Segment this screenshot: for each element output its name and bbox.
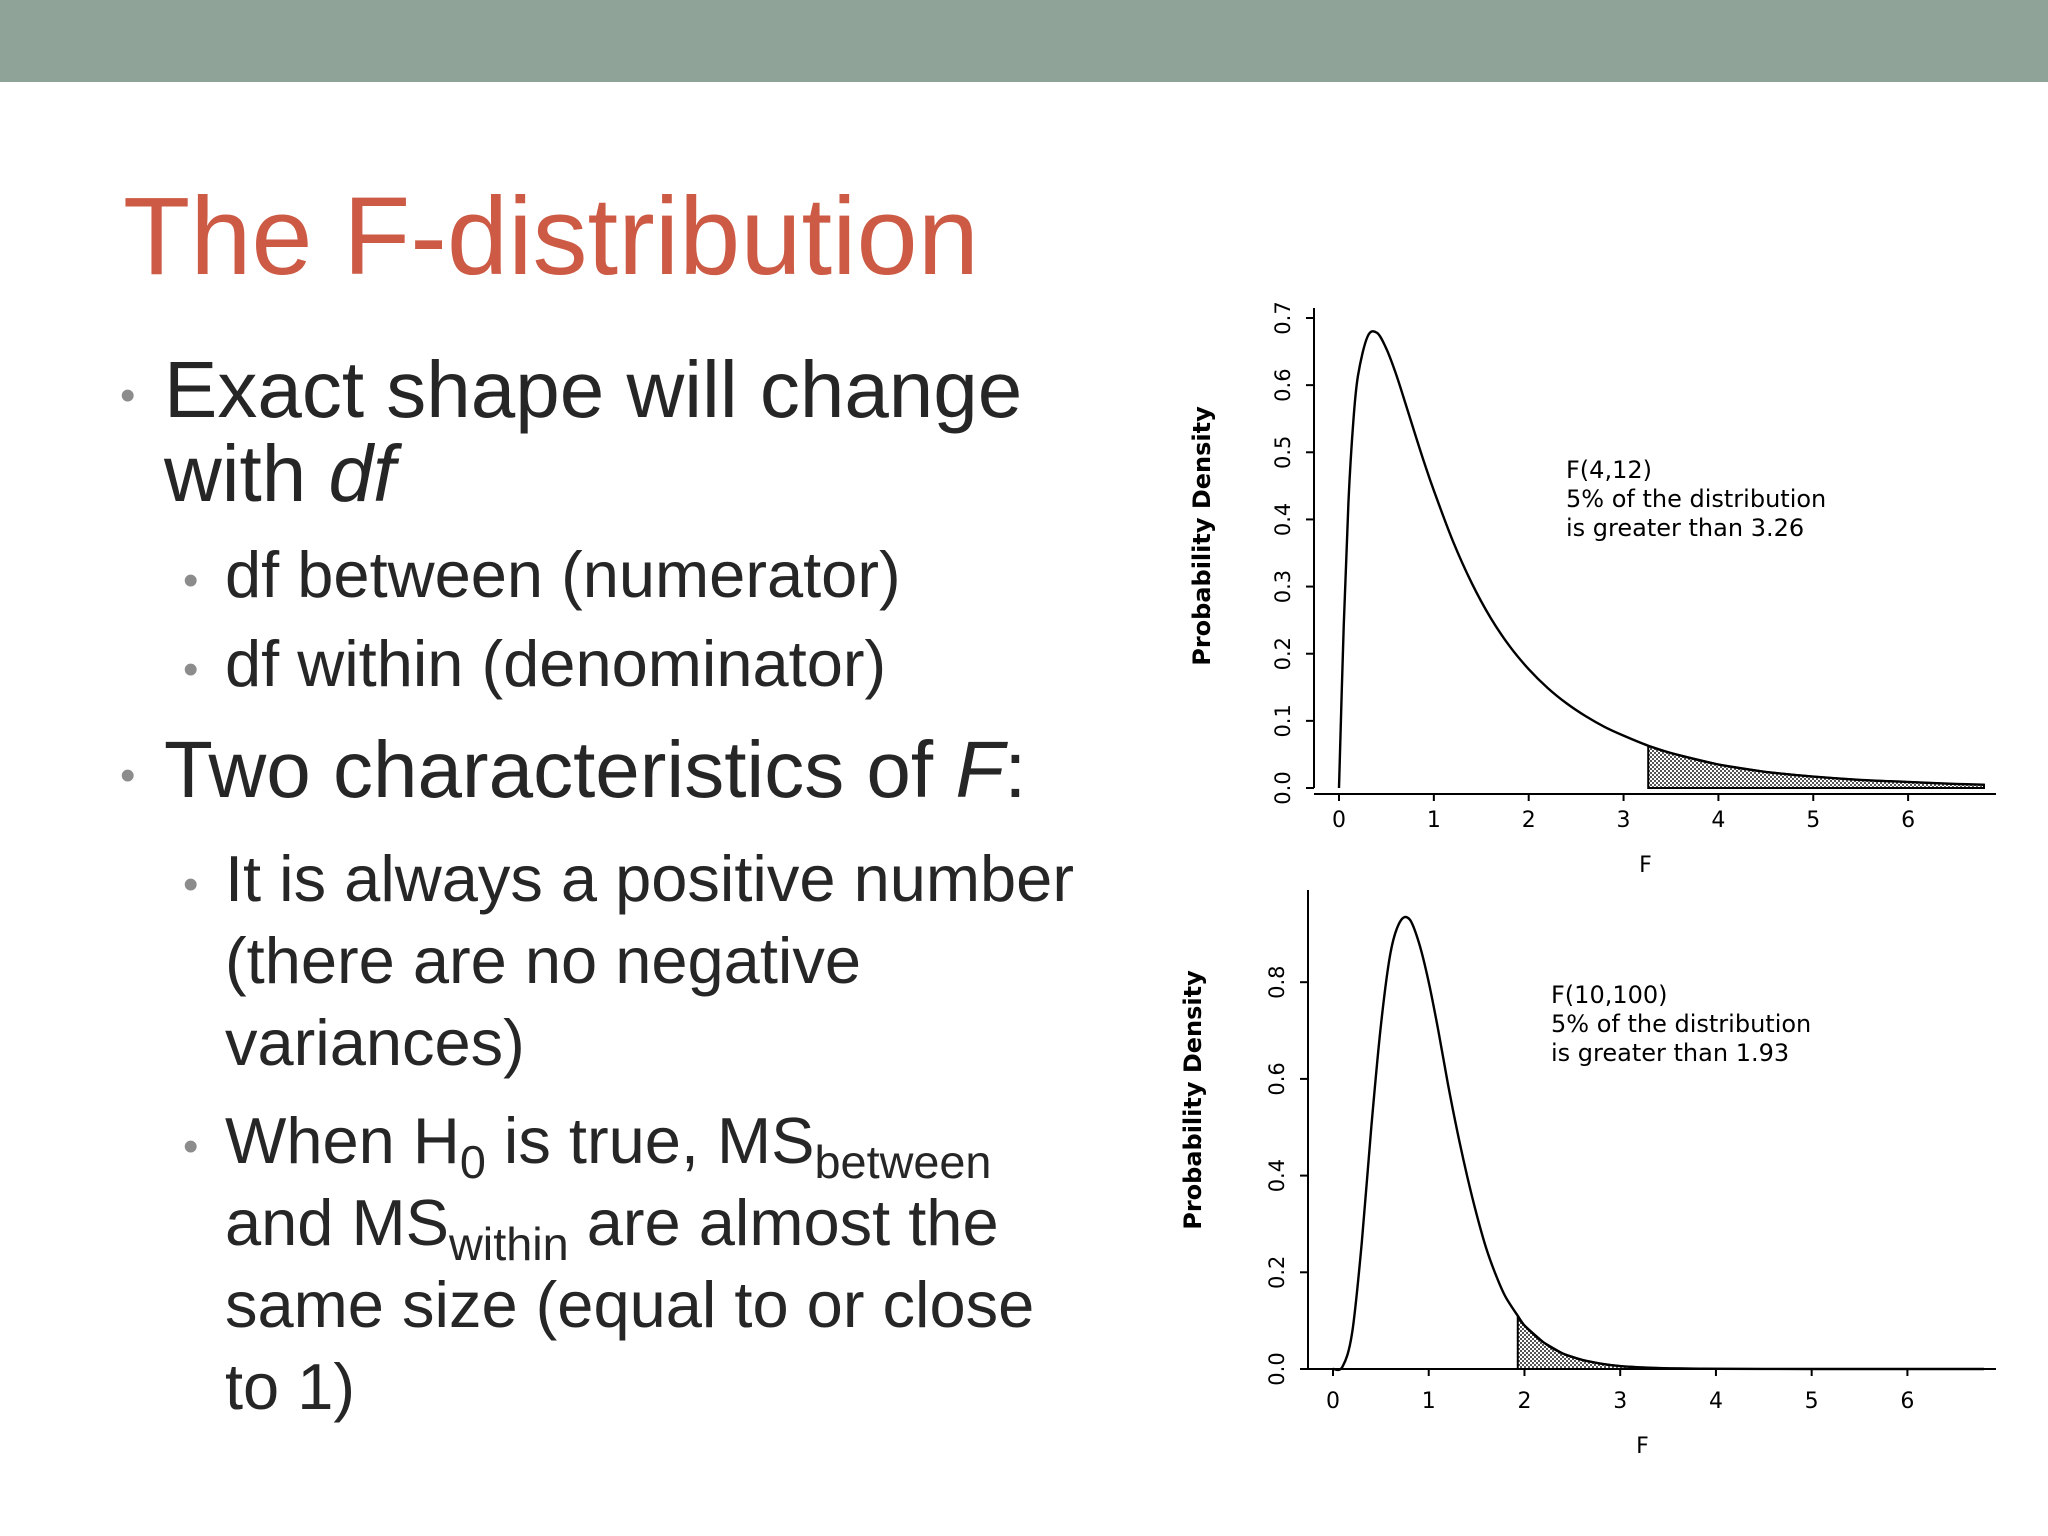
x-tick-label: 4 [1709, 1389, 1723, 1414]
x-tick-label: 1 [1427, 808, 1441, 833]
y-tick-label: 0.5 [1271, 436, 1295, 469]
x-tick-label: 0 [1326, 1389, 1340, 1414]
y-tick-label: 0.2 [1271, 637, 1295, 670]
bullet-shape-changes: • Exact shape will change with df [120, 345, 1023, 518]
bullet-df-between: • df between (numerator) [183, 534, 1095, 616]
top-band [0, 0, 2048, 82]
y-tick-label: 0.4 [1265, 1159, 1289, 1192]
x-tick-label: 3 [1617, 808, 1631, 833]
x-tick-label: 6 [1900, 1389, 1914, 1414]
x-tick-label: 3 [1613, 1389, 1627, 1414]
annotation-line: 5% of the distribution [1551, 1010, 1811, 1038]
y-axis-label: Probability Density [1188, 406, 1216, 666]
bullet-two-characteristics: • Two characteristics of F: [120, 728, 1094, 812]
bullet-dot: • [120, 371, 136, 420]
y-tick-label: 0.0 [1265, 1352, 1289, 1385]
y-tick-label: 0.7 [1271, 301, 1295, 334]
x-tick-label: 2 [1517, 1389, 1531, 1414]
bullet-dot: • [120, 751, 136, 800]
y-tick-label: 0.0 [1271, 771, 1295, 804]
annotation-line: F(10,100) [1551, 981, 1668, 1009]
chart-f-4-12: 0 1 2 3 4 5 6 0.0 0.1 0.2 0.3 0.4 0.5 0.6 0.7 F Probabil… [1188, 301, 1996, 878]
f-distribution-charts: 0 1 2 3 4 5 6 0.0 0.1 0.2 0.3 0.4 0.5 0.6 0.7 F Probabil… [1179, 301, 1996, 1459]
bullet-always-positive: • It is always a positive number (there a… [183, 842, 1074, 1079]
x-tick-label: 5 [1806, 808, 1820, 833]
x-axis-label: F [1639, 853, 1652, 878]
critical-region [1647, 744, 1985, 789]
x-tick-label: 1 [1422, 1389, 1436, 1414]
y-tick-label: 0.6 [1271, 368, 1295, 401]
x-tick-label: 2 [1522, 808, 1536, 833]
x-tick-label: 5 [1805, 1389, 1819, 1414]
y-tick-label: 0.8 [1265, 965, 1289, 998]
x-axis-label: F [1636, 1434, 1649, 1459]
annotation-line: F(4,12) [1566, 456, 1652, 484]
annotation-line: 5% of the distribution [1566, 485, 1826, 513]
bullet-df-within: • df within (denominator) [183, 623, 1095, 705]
y-tick-label: 0.1 [1271, 704, 1295, 737]
x-tick-label: 6 [1901, 808, 1915, 833]
annotation-line: is greater than 3.26 [1566, 514, 1804, 542]
y-tick-label: 0.6 [1265, 1062, 1289, 1095]
annotation-line: is greater than 1.93 [1551, 1039, 1789, 1067]
y-tick-label: 0.2 [1265, 1256, 1289, 1289]
x-tick-label: 0 [1332, 808, 1346, 833]
y-tick-label: 0.4 [1271, 503, 1295, 536]
slide-title: The F-distribution [123, 175, 979, 298]
y-axis-label: Probability Density [1179, 970, 1207, 1230]
y-tick-label: 0.3 [1271, 570, 1295, 603]
x-tick-label: 4 [1711, 808, 1725, 833]
bullet-dot: • [183, 860, 199, 909]
bullet-h0-true: • When H0 is true, MSbetween and MSwithin… [183, 1104, 1035, 1423]
bullet-dot: • [183, 645, 199, 694]
bullet-dot: • [183, 1122, 199, 1171]
chart-f-10-100: 0 1 2 3 4 5 6 0.0 0.2 0.4 0.6 0.8 F Probability Densi… [1179, 890, 1996, 1459]
density-curve [1337, 330, 1985, 789]
bullet-dot: • [183, 556, 199, 605]
